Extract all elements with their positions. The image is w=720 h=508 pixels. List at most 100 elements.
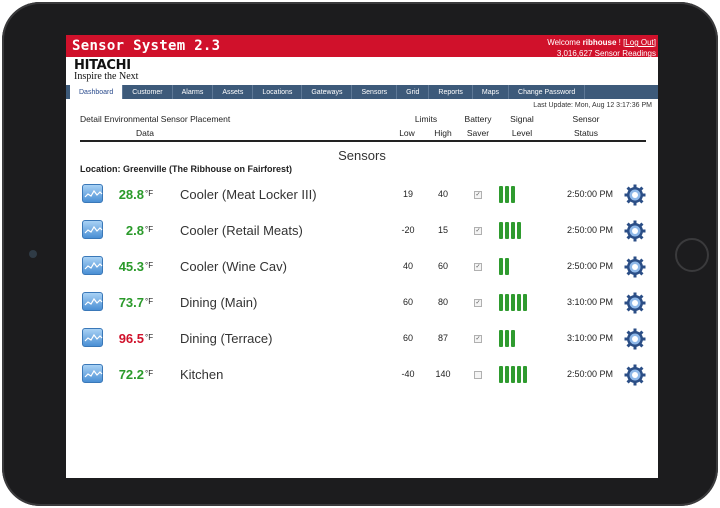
- tab-reports[interactable]: Reports: [429, 85, 473, 99]
- sensor-chart-icon[interactable]: [82, 328, 103, 347]
- sensor-row[interactable]: 96.5 °F Dining (Terrace) 60 87 ✓ 3:10:00 PM: [66, 322, 658, 358]
- sensor-unit: °F: [145, 261, 154, 270]
- limit-low: 60: [402, 333, 413, 343]
- signal-bar: [505, 330, 509, 347]
- sensor-name[interactable]: Cooler (Meat Locker III): [180, 187, 317, 202]
- settings-gear-icon[interactable]: [624, 328, 646, 350]
- col-signal: Signal: [510, 114, 534, 124]
- signal-bar: [505, 222, 509, 239]
- brand-logo: HITACHI Inspire the Next: [66, 57, 658, 85]
- settings-gear-icon[interactable]: [624, 256, 646, 278]
- sensor-status-time: 3:10:00 PM: [566, 297, 613, 307]
- tab-gateways[interactable]: Gateways: [302, 85, 353, 99]
- sensor-chart-icon[interactable]: [82, 292, 103, 311]
- sensor-name[interactable]: Cooler (Retail Meats): [180, 223, 303, 238]
- limit-high: 80: [437, 297, 448, 307]
- sensor-name[interactable]: Kitchen: [180, 367, 224, 382]
- sensor-status-time: 2:50:00 PM: [566, 261, 613, 271]
- signal-bar: [511, 186, 515, 203]
- tab-locations[interactable]: Locations: [253, 85, 303, 99]
- tab-sensors[interactable]: Sensors: [352, 85, 398, 99]
- sensor-value: 73.7: [118, 295, 144, 310]
- tab-grid[interactable]: Grid: [397, 85, 430, 99]
- battery-saver-checkbox[interactable]: ✓: [474, 227, 482, 235]
- sensor-row[interactable]: 73.7 °F Dining (Main) 60 80 ✓ 3:10:00 PM: [66, 286, 658, 322]
- settings-gear-icon[interactable]: [624, 184, 646, 206]
- sensor-chart-icon[interactable]: [82, 364, 103, 383]
- signal-bar: [505, 294, 509, 311]
- camera-dot: [29, 250, 37, 258]
- sensor-chart-icon[interactable]: [82, 220, 103, 239]
- col-saver: Saver: [466, 128, 490, 138]
- sensor-name[interactable]: Cooler (Wine Cav): [180, 259, 287, 274]
- limit-high: 15: [437, 225, 448, 235]
- signal-bar: [511, 366, 515, 383]
- signal-bar: [517, 222, 521, 239]
- col-level: Level: [511, 128, 533, 138]
- tab-change-password[interactable]: Change Password: [509, 85, 586, 99]
- home-button[interactable]: [675, 238, 709, 272]
- signal-level: [499, 366, 527, 383]
- tab-alarms[interactable]: Alarms: [173, 85, 214, 99]
- battery-saver-checkbox[interactable]: ✓: [474, 335, 482, 343]
- signal-bar: [511, 330, 515, 347]
- battery-saver-checkbox[interactable]: ✓: [474, 263, 482, 271]
- signal-bar: [517, 294, 521, 311]
- limit-high: 87: [437, 333, 448, 343]
- welcome-block: Welcome ribhouse ! [Log Out] 3,016,627 S…: [547, 35, 658, 59]
- sensor-value: 2.8: [125, 223, 144, 238]
- limit-low: -40: [401, 369, 415, 379]
- col-data: Data: [136, 128, 154, 138]
- col-high: High: [434, 128, 452, 138]
- sensor-row[interactable]: 28.8 °F Cooler (Meat Locker III) 19 40 ✓ 2:50:…: [66, 178, 658, 214]
- limit-high: 140: [435, 369, 451, 379]
- sensor-name[interactable]: Dining (Main): [180, 295, 258, 310]
- sensor-unit: °F: [145, 189, 154, 198]
- settings-gear-icon[interactable]: [624, 364, 646, 386]
- column-headers: Detail Environmental Sensor Placement Da…: [80, 112, 646, 142]
- battery-saver-checkbox[interactable]: [474, 371, 482, 379]
- signal-bar: [517, 366, 521, 383]
- sensor-list: 28.8 °F Cooler (Meat Locker III) 19 40 ✓ 2:50:…: [66, 178, 658, 394]
- section-title: Sensors: [338, 148, 386, 163]
- limit-low: 40: [402, 261, 413, 271]
- sensor-unit: °F: [145, 333, 154, 342]
- limit-high: 60: [437, 261, 448, 271]
- sensor-chart-icon[interactable]: [82, 184, 103, 203]
- main-nav: Dashboard Customer Alarms Assets Locations Ga…: [66, 85, 658, 99]
- signal-bar: [499, 330, 503, 347]
- sensor-status-time: 3:10:00 PM: [566, 333, 613, 343]
- battery-saver-checkbox[interactable]: ✓: [474, 191, 482, 199]
- brand-name: HITACHI: [74, 58, 131, 73]
- col-detail: Detail Environmental Sensor Placement: [80, 114, 231, 124]
- sensor-row[interactable]: 2.8 °F Cooler (Retail Meats) -20 15 ✓ 2:50:00 …: [66, 214, 658, 250]
- sensor-chart-icon[interactable]: [82, 256, 103, 275]
- sensor-unit: °F: [145, 225, 154, 234]
- sensor-row[interactable]: 72.2 °F Kitchen -40 140 2:50:00 PM: [66, 358, 658, 394]
- username: ribhouse: [582, 38, 617, 47]
- limit-low: 19: [402, 189, 413, 199]
- tab-customer[interactable]: Customer: [123, 85, 173, 99]
- settings-gear-icon[interactable]: [624, 292, 646, 314]
- tab-assets[interactable]: Assets: [213, 85, 254, 99]
- settings-gear-icon[interactable]: [624, 220, 646, 242]
- sensor-unit: °F: [145, 297, 154, 306]
- last-update: Last Update: Mon, Aug 12 3:17:36 PM: [533, 102, 652, 109]
- tab-dashboard[interactable]: Dashboard: [70, 85, 124, 99]
- logout-link[interactable]: Log Out: [625, 38, 654, 47]
- sensor-status-time: 2:50:00 PM: [566, 189, 613, 199]
- sensor-value: 28.8: [118, 187, 144, 202]
- signal-bar: [505, 186, 509, 203]
- readings-count: 3,016,627 Sensor Readings: [556, 49, 656, 58]
- signal-level: [499, 258, 509, 275]
- sensor-name[interactable]: Dining (Terrace): [180, 331, 273, 346]
- header-bar: Sensor System 2.3 Welcome ribhouse ! [Lo…: [66, 35, 658, 59]
- battery-saver-checkbox[interactable]: ✓: [474, 299, 482, 307]
- signal-bar: [523, 366, 527, 383]
- sensor-row[interactable]: 45.3 °F Cooler (Wine Cav) 40 60 ✓ 2:50:00 PM: [66, 250, 658, 286]
- tab-maps[interactable]: Maps: [473, 85, 510, 99]
- col-status: Status: [573, 128, 599, 138]
- sensor-unit: °F: [145, 369, 154, 378]
- app-screen: Sensor System 2.3 Welcome ribhouse ! [Lo…: [66, 35, 658, 478]
